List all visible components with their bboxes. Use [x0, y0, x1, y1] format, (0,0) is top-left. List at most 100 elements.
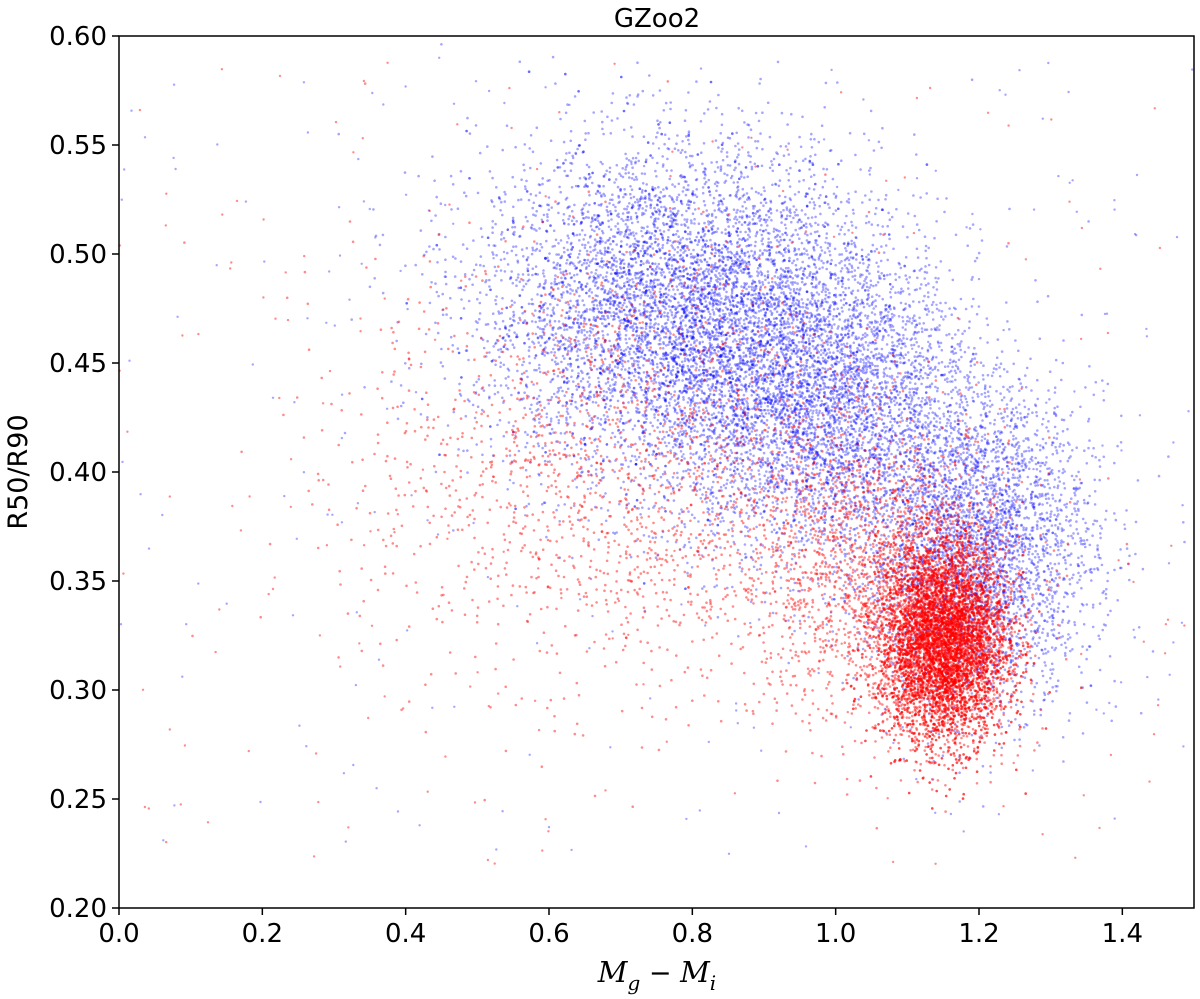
scatter-point — [577, 365, 580, 369]
scatter-point — [638, 303, 642, 306]
scatter-point — [771, 183, 774, 187]
scatter-point — [530, 252, 534, 256]
scatter-point — [757, 317, 760, 320]
scatter-point — [648, 198, 651, 201]
scatter-point — [459, 170, 463, 173]
scatter-point — [790, 112, 793, 116]
scatter-point — [444, 270, 447, 274]
scatter-point — [729, 303, 732, 307]
scatter-point — [748, 198, 751, 201]
scatter-point — [606, 415, 609, 418]
scatter-point — [437, 294, 440, 298]
scatter-point — [530, 411, 534, 414]
scatter-point — [568, 310, 571, 313]
scatter-point — [880, 146, 883, 150]
scatter-point — [676, 250, 679, 254]
scatter-point — [821, 266, 824, 269]
scatter-point — [690, 307, 693, 310]
scatter-point — [679, 278, 682, 282]
scatter-point — [785, 208, 789, 211]
scatter-point — [784, 145, 788, 148]
scatter-point — [636, 407, 640, 411]
scatter-point — [559, 432, 563, 435]
scatter-point — [895, 353, 898, 357]
scatter-point — [641, 247, 644, 250]
scatter-point — [378, 243, 382, 247]
scatter-point — [488, 351, 491, 354]
scatter-point — [576, 147, 579, 151]
scatter-point — [611, 268, 615, 272]
scatter-point — [590, 464, 593, 468]
scatter-point — [748, 263, 751, 266]
scatter-point — [779, 238, 783, 242]
scatter-point — [622, 377, 626, 381]
scatter-point — [607, 408, 611, 411]
scatter-point — [611, 394, 614, 398]
scatter-point — [513, 230, 516, 234]
scatter-point — [739, 457, 742, 460]
scatter-point — [615, 260, 619, 263]
scatter-point — [673, 390, 677, 393]
scatter-point — [743, 176, 746, 179]
scatter-point — [547, 196, 551, 199]
scatter-point — [862, 132, 866, 136]
scatter-point — [554, 274, 557, 277]
scatter-point — [506, 348, 510, 351]
scatter-point — [814, 241, 817, 245]
scatter-point — [692, 299, 696, 302]
scatter-point — [817, 388, 821, 392]
scatter-point — [673, 399, 677, 402]
scatter-point — [591, 181, 594, 185]
scatter-point — [670, 295, 673, 298]
scatter-point — [629, 445, 633, 449]
scatter-point — [471, 283, 474, 287]
scatter-point — [436, 331, 440, 335]
scatter-point — [600, 345, 604, 349]
scatter-point — [865, 281, 868, 285]
scatter-point — [763, 198, 766, 202]
scatter-point — [651, 399, 654, 403]
scatter-point — [343, 431, 347, 435]
scatter-point — [730, 259, 734, 263]
scatter-point — [499, 347, 503, 351]
scatter-point — [479, 255, 483, 258]
scatter-point — [569, 287, 572, 291]
scatter-point — [561, 389, 564, 393]
scatter-point — [506, 386, 510, 390]
scatter-point — [452, 410, 456, 414]
scatter-point — [707, 330, 710, 334]
scatter-point — [840, 159, 843, 162]
scatter-point — [939, 341, 943, 345]
scatter-point — [689, 219, 693, 222]
scatter-point — [665, 404, 668, 408]
scatter-point — [680, 282, 684, 286]
scatter-point — [759, 132, 762, 135]
scatter-point — [661, 155, 664, 158]
scatter-point — [539, 482, 543, 486]
scatter-point — [832, 341, 836, 345]
scatter-point — [681, 390, 685, 394]
scatter-point — [609, 132, 613, 135]
scatter-point — [532, 342, 536, 345]
scatter-point — [653, 278, 656, 282]
scatter-point — [811, 303, 814, 307]
scatter-point — [627, 211, 631, 214]
scatter-point — [734, 144, 737, 148]
scatter-point — [715, 269, 718, 273]
scatter-point — [527, 302, 531, 306]
scatter-point — [583, 333, 586, 337]
scatter-point — [869, 249, 873, 253]
scatter-point — [655, 175, 658, 178]
scatter-point — [718, 388, 722, 392]
scatter-point — [658, 334, 661, 337]
scatter-point — [434, 214, 437, 217]
scatter-point — [563, 250, 566, 254]
scatter-point — [770, 466, 773, 469]
scatter-point — [677, 193, 681, 197]
scatter-point — [705, 409, 709, 413]
scatter-point — [584, 267, 588, 271]
scatter-point — [634, 232, 638, 235]
scatter-point — [636, 326, 639, 330]
scatter-point — [695, 366, 698, 370]
scatter-point — [688, 319, 691, 323]
